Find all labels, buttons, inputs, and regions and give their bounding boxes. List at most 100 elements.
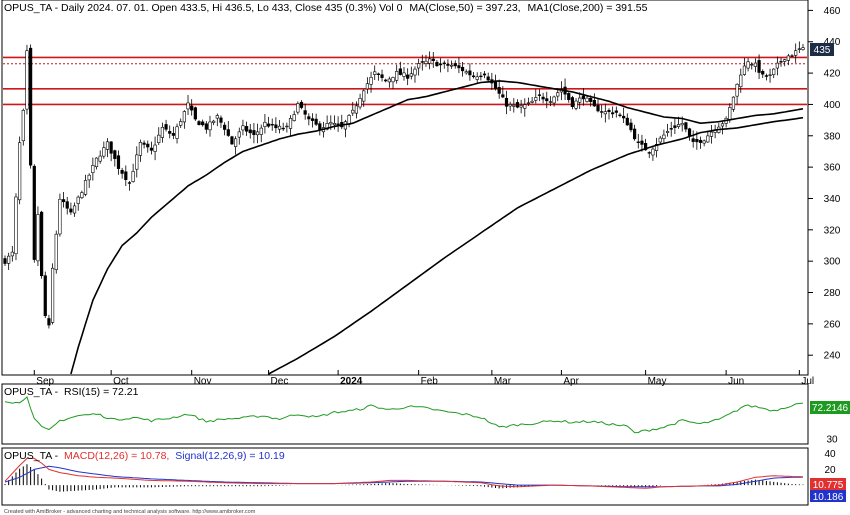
candle-body: [783, 59, 787, 62]
date-x-tick-label: Nov: [194, 376, 212, 387]
macd-line: [4, 457, 804, 489]
price-y-tick-label: 400: [824, 100, 841, 111]
price-y-tick-label: 300: [824, 257, 841, 268]
candle-body: [303, 110, 307, 115]
candle-body: [592, 100, 596, 107]
candle-body: [512, 104, 516, 107]
candle-body: [486, 76, 490, 81]
candle-body: [281, 127, 285, 130]
candle-body: [625, 117, 629, 126]
rsi-legend-indicator: RSI(15) = 72.21: [64, 386, 139, 398]
candle-body: [475, 76, 479, 80]
candle-body: [676, 124, 681, 127]
price-y-axis: 240 260 280 300 320 340 360 380 400 420 440 460: [808, 6, 841, 362]
candle-body: [149, 147, 154, 151]
candle-body: [581, 95, 585, 100]
candle-body: [439, 63, 443, 66]
candle-body: [72, 205, 77, 214]
candle-body: [54, 233, 58, 270]
macd-legend-macd: MACD(12,26) = 10.78,: [64, 450, 169, 462]
candle-body: [197, 121, 201, 125]
candle-body: [127, 182, 132, 184]
candle-body: [669, 128, 673, 130]
candle-body: [530, 100, 534, 103]
price-y-tick-label: 240: [824, 351, 841, 362]
candle-body: [10, 251, 14, 257]
candle-body: [14, 196, 18, 255]
candle-body: [36, 214, 40, 262]
candle-body: [29, 47, 33, 166]
candle-body: [720, 123, 725, 127]
candle-body: [164, 124, 168, 130]
candle-body: [457, 65, 461, 69]
macd-value-label: 10.775: [813, 480, 844, 491]
date-x-tick-label: Dec: [271, 376, 289, 387]
macd-y-tick-label: 20: [824, 465, 836, 476]
candle-body: [739, 74, 743, 88]
signal-line: [4, 465, 804, 488]
date-x-tick-label: Sep: [36, 376, 54, 387]
date-x-tick-label: Oct: [113, 376, 129, 387]
signal-value-label: 10.186: [813, 492, 844, 503]
candle-body: [142, 142, 146, 145]
ma50-line: [70, 80, 804, 375]
candle-body: [351, 109, 355, 114]
candle-body: [376, 73, 380, 75]
candle-body: [614, 110, 618, 113]
candle-body: [482, 73, 487, 76]
macd-value-box: [810, 478, 846, 490]
candle-body: [468, 70, 472, 76]
candle-body: [58, 198, 62, 235]
candle-body: [113, 150, 117, 159]
candle-body: [786, 55, 790, 61]
candle-body: [633, 128, 637, 140]
candle-body: [600, 111, 604, 113]
candle-body: [131, 171, 135, 182]
candle-body: [442, 62, 446, 65]
candle-body: [526, 102, 531, 104]
candle-body: [208, 121, 212, 131]
candle-body: [519, 105, 523, 108]
candle-body: [662, 134, 666, 139]
candle-body: [190, 105, 194, 111]
candle-body: [204, 123, 208, 130]
candle-body: [556, 92, 560, 97]
candle-body: [706, 135, 710, 143]
candle-body: [471, 75, 476, 78]
candle-body: [761, 70, 765, 75]
candle-body: [618, 114, 622, 117]
candle-body: [698, 139, 703, 143]
candle-body: [47, 318, 51, 326]
candle-body: [237, 131, 241, 138]
candle-body: [219, 117, 223, 123]
candle-body: [76, 196, 80, 204]
candle-body: [395, 71, 399, 81]
candle-body: [310, 118, 315, 121]
candle-body: [651, 148, 655, 156]
candle-body: [746, 61, 750, 69]
candle-body: [252, 130, 256, 136]
rsi-legend-symbol: OPUS_TA -: [4, 386, 59, 398]
date-x-tick-label: Mar: [494, 376, 512, 387]
footer-credit: Created with AmiBroker - advanced charti…: [4, 509, 256, 515]
candle-body: [299, 101, 304, 108]
price-pane: 240 260 280 300 320 340 360 380 400 420 440 460 Sep…: [1, 0, 841, 387]
candle-body: [453, 63, 457, 67]
candle-body: [157, 134, 161, 144]
candle-body: [50, 267, 55, 323]
candle-body: [794, 50, 798, 56]
candle-body: [223, 124, 227, 130]
candle-body: [753, 62, 758, 67]
candle-body: [578, 97, 582, 103]
price-y-tick-label: 280: [824, 288, 841, 299]
candle-body: [201, 121, 205, 126]
candle-body: [431, 58, 435, 61]
price-y-tick-label: 440: [824, 37, 841, 48]
candle-body: [116, 155, 121, 169]
candle-body: [248, 129, 252, 134]
candle-body: [504, 97, 509, 107]
price-y-tick-label: 420: [824, 69, 841, 80]
candle-body: [182, 111, 186, 123]
macd-histogram: [4, 464, 804, 492]
